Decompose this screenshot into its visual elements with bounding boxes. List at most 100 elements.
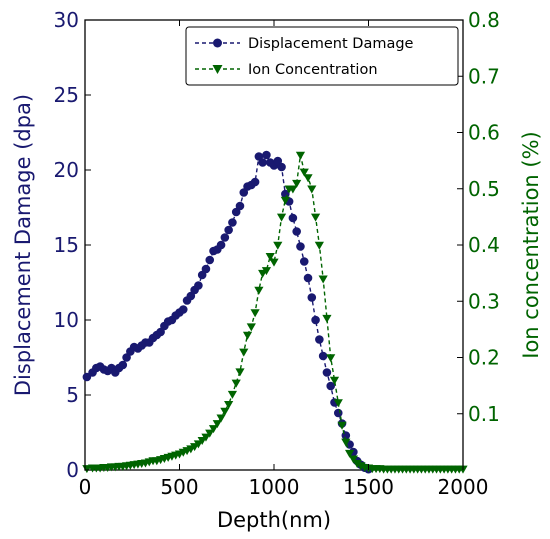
point-ion-concentration-70 [348,455,358,464]
point-displacement-damage-37 [224,225,233,235]
series-layer [82,150,468,474]
point-displacement-damage-35 [216,240,226,250]
right-y-tick-label-3: 0.4 [468,233,500,257]
point-displacement-damage-56 [296,242,305,251]
right-y-tick-label-0: 0.1 [468,402,500,426]
point-ion-concentration-34 [212,420,222,429]
x-axis-title: Depth(nm) [217,508,331,532]
legend-label-ion: Ion Concentration [248,62,378,78]
point-displacement-damage-63 [322,368,332,377]
point-ion-concentration-59 [307,185,317,194]
point-ion-concentration-55 [292,179,302,188]
series-line-displacement-damage [86,153,369,470]
legend-label-damage: Displacement Damage [248,36,414,52]
legend-marker-damage [213,38,222,48]
x-tick-label-2: 1000 [249,475,300,499]
left-y-tick-label-2: 10 [54,308,79,332]
left-y-tick-label-6: 30 [54,8,79,32]
point-displacement-damage-32 [205,255,215,265]
point-ion-concentration-47 [261,267,272,276]
right-y-tick-label-5: 0.6 [468,121,500,145]
point-ion-concentration-62 [318,275,328,284]
left-y-axis-title: Displacement Damage (dpa) [11,94,35,396]
left-y-tick-label-5: 25 [54,83,79,107]
point-displacement-damage-44 [250,177,260,187]
point-ion-concentration-66 [333,399,343,408]
point-ion-concentration-64 [326,354,336,363]
point-ion-concentration-57 [299,168,309,177]
point-displacement-damage-57 [299,257,309,266]
point-ion-concentration-43 [246,323,256,332]
x-tick-label-3: 1500 [343,475,394,499]
right-y-tick-label-2: 0.3 [468,289,500,313]
point-displacement-damage-36 [220,233,230,242]
point-ion-concentration-32 [205,429,215,438]
point-ion-concentration-63 [322,314,332,323]
legend-box [185,26,459,86]
point-ion-concentration-56 [295,151,306,160]
point-displacement-damage-38 [228,218,237,227]
point-ion-concentration-40 [235,368,245,377]
right-y-tick-label-1: 0.2 [468,346,500,370]
point-displacement-damage-64 [326,381,336,391]
point-ion-concentration-33 [208,425,219,434]
point-displacement-damage-68 [341,431,351,440]
left-y-tick-label-1: 5 [66,383,79,407]
point-ion-concentration-68 [341,438,351,447]
right-y-axis-title: Ion concentration (%) [519,131,543,358]
point-displacement-damage-61 [315,335,324,344]
point-ion-concentration-31 [201,433,211,442]
point-ion-concentration-44 [250,309,260,318]
x-tick-label-4: 2000 [438,475,489,499]
point-ion-concentration-37 [224,400,234,409]
point-ion-concentration-69 [345,449,355,458]
x-tick-label-1: 500 [160,475,198,499]
point-displacement-damage-54 [288,213,298,223]
point-ion-concentration-41 [239,348,249,357]
point-displacement-damage-59 [307,293,317,302]
legend: Displacement Damage Ion Concentration [185,26,459,86]
point-ion-concentration-39 [231,379,241,388]
point-displacement-damage-66 [333,408,343,418]
point-ion-concentration-58 [303,174,313,183]
point-displacement-damage-25 [178,305,188,314]
x-tick-label-0: 0 [79,475,92,499]
left-y-tick-label-4: 20 [54,158,79,182]
point-ion-concentration-48 [265,253,275,262]
legend-marker-ion [212,65,223,74]
point-displacement-damage-40 [235,201,245,211]
point-ion-concentration-71 [352,460,362,469]
series-line-ion-concentration [86,154,463,470]
point-ion-concentration-65 [329,376,340,385]
point-ion-concentration-38 [227,390,238,399]
point-ion-concentration-54 [288,185,298,194]
left-y-tick-label-3: 15 [54,233,79,257]
point-ion-concentration-36 [220,407,230,416]
plot-frame [84,19,464,471]
point-ion-concentration-50 [273,241,283,250]
axes-layer: 0 500 1000 1500 2000 0 5 10 15 20 25 30 0.1 0.2 0.3 0.4… [54,8,500,499]
point-ion-concentration-42 [242,331,253,340]
point-ion-concentration-51 [276,213,287,222]
plot-area [84,19,464,471]
point-displacement-damage-60 [311,315,320,325]
point-displacement-damage-58 [303,273,313,283]
left-y-tick-label-0: 0 [66,458,79,482]
right-y-tick-label-4: 0.5 [468,177,500,201]
point-displacement-damage-62 [318,351,328,361]
point-ion-concentration-52 [280,196,290,205]
point-displacement-damage-46 [258,158,267,167]
point-ion-concentration-60 [310,213,321,222]
point-displacement-damage-29 [194,281,203,290]
point-displacement-damage-31 [201,264,211,274]
point-ion-concentration-35 [216,414,226,423]
point-displacement-damage-9 [118,360,128,370]
right-y-tick-label-6: 0.7 [468,64,500,88]
point-ion-concentration-67 [337,421,347,430]
point-ion-concentration-61 [314,241,324,250]
right-y-tick-label-7: 0.8 [468,8,500,32]
point-displacement-damage-47 [262,150,271,160]
point-displacement-damage-55 [292,227,301,236]
point-displacement-damage-51 [277,162,286,172]
